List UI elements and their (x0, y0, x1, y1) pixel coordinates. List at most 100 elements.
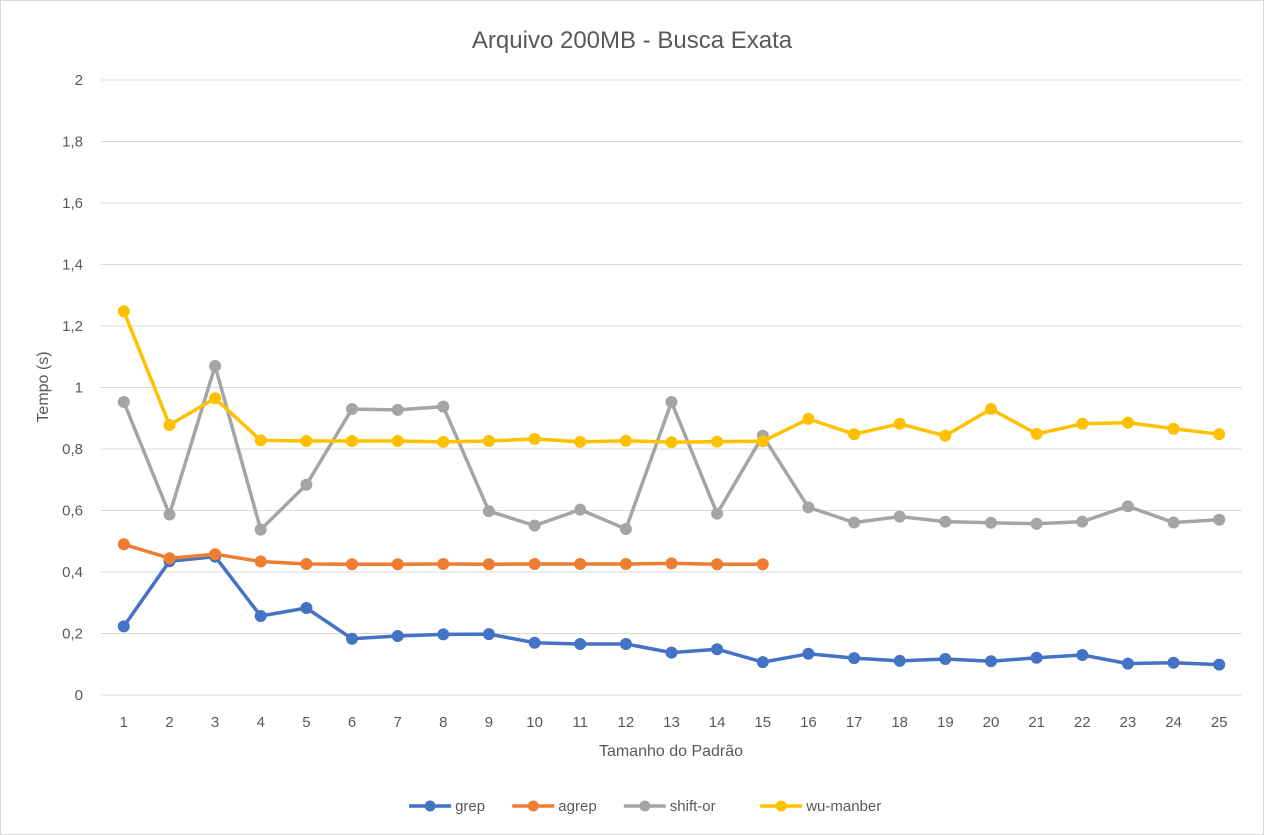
legend-label: grep (455, 798, 485, 815)
legend-swatch-marker (527, 800, 539, 812)
data-point (300, 602, 313, 614)
x-tick-label: 6 (348, 714, 356, 731)
data-point (848, 652, 861, 665)
legend-swatch-marker (775, 800, 787, 812)
y-tick-label: 1 (75, 380, 83, 397)
x-tick-label: 23 (1120, 714, 1137, 731)
data-point (1167, 422, 1180, 435)
y-axis-title: Tempo (s) (35, 351, 52, 422)
data-point (893, 417, 906, 430)
x-tick-label: 12 (618, 714, 635, 731)
data-point (756, 435, 769, 448)
data-point (939, 653, 952, 665)
data-point (482, 558, 495, 571)
data-point (665, 557, 678, 570)
data-point (254, 434, 267, 447)
x-tick-label: 10 (526, 714, 543, 731)
data-point (1121, 500, 1134, 513)
x-tick-label: 18 (891, 714, 908, 731)
data-point (985, 655, 997, 668)
data-point (209, 548, 222, 561)
x-tick-label: 4 (257, 714, 265, 731)
data-point (756, 656, 769, 669)
data-point (619, 523, 632, 535)
series-wu-manber (117, 305, 1226, 449)
data-point (163, 508, 176, 521)
data-point (346, 403, 358, 415)
data-point (391, 630, 404, 642)
data-point (1213, 658, 1226, 671)
data-point (574, 638, 587, 650)
data-point (1076, 649, 1089, 661)
data-point (1030, 651, 1043, 664)
data-point (163, 552, 176, 565)
data-point (939, 429, 952, 442)
data-point (1213, 428, 1226, 441)
x-tick-label: 20 (983, 714, 1000, 731)
series-grep (117, 550, 1226, 671)
x-tick-label: 9 (485, 714, 493, 731)
data-point (391, 435, 404, 447)
data-point (482, 505, 495, 518)
data-point (619, 558, 632, 570)
gridlines (101, 79, 1242, 696)
data-point (437, 400, 450, 413)
data-point (1213, 513, 1226, 526)
legend-swatch-marker (639, 800, 651, 812)
data-point (254, 555, 267, 568)
x-tick-label: 8 (439, 714, 447, 731)
data-point (802, 647, 815, 660)
data-point (574, 435, 587, 448)
data-point (1121, 416, 1134, 429)
legend-label: agrep (558, 798, 596, 815)
x-tick-label: 25 (1211, 714, 1228, 731)
data-point (528, 636, 541, 649)
data-point (482, 435, 495, 447)
x-tick-label: 22 (1074, 714, 1091, 731)
data-point (391, 558, 404, 571)
data-point (300, 435, 313, 447)
data-point (117, 538, 130, 551)
series-shift-or (117, 360, 1226, 536)
y-tick-label: 1,4 (62, 257, 83, 274)
y-tick-label: 0,6 (62, 503, 83, 520)
data-point (711, 507, 724, 520)
data-point (665, 436, 678, 449)
data-point (574, 558, 587, 570)
data-point (254, 523, 267, 536)
data-point (437, 558, 450, 570)
data-point (1076, 515, 1089, 528)
x-tick-label: 7 (393, 714, 401, 731)
data-point (346, 435, 358, 447)
legend-item-wu-manber: wu-manber (760, 798, 881, 815)
data-point (482, 628, 495, 641)
chart-title: Arquivo 200MB - Busca Exata (472, 27, 793, 54)
data-point (848, 428, 861, 441)
x-tick-label: 1 (120, 714, 128, 731)
data-point (391, 403, 404, 416)
data-point (574, 503, 587, 516)
x-tick-label: 24 (1165, 714, 1182, 731)
data-point (346, 632, 358, 645)
series-line (122, 309, 1221, 444)
data-point (1030, 427, 1043, 440)
legend-label: wu-manber (805, 798, 881, 815)
data-point (209, 392, 222, 405)
data-point (346, 558, 358, 571)
x-axis-ticks: 1 2 3 4 5 6 7 8 9 10 11 12 13 14 15 16 17 18 19 20 21 22 23 24 2… (120, 714, 1228, 731)
data-point (528, 432, 541, 445)
x-tick-label: 5 (302, 714, 310, 731)
data-point (665, 646, 678, 659)
data-point (1167, 656, 1180, 669)
data-point (437, 435, 450, 448)
data-point (711, 643, 724, 656)
data-point (711, 435, 724, 448)
legend-swatch-marker (424, 800, 436, 812)
x-tick-label: 16 (800, 714, 817, 731)
data-point (300, 558, 313, 570)
data-point (893, 654, 906, 667)
x-tick-label: 15 (754, 714, 771, 731)
data-point (1121, 657, 1134, 670)
data-point (1030, 517, 1043, 530)
